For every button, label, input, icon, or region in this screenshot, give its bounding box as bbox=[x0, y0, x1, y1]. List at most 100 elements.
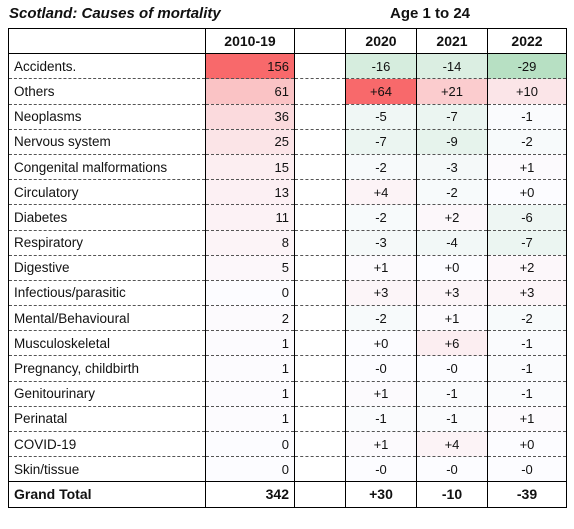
change-2022-cell: +0 bbox=[487, 179, 567, 206]
change-2021-cell: +2 bbox=[416, 204, 488, 231]
change-2022-cell: -0 bbox=[487, 456, 567, 483]
table-row: Mental/Behavioural 2 -2 +1 -2 bbox=[8, 305, 567, 332]
cause-cell: Infectious/parasitic bbox=[8, 280, 206, 307]
change-2020-cell: +0 bbox=[345, 330, 417, 357]
table-row: Infectious/parasitic 0 +3 +3 +3 bbox=[8, 280, 567, 307]
baseline-cell: 5 bbox=[205, 255, 295, 281]
change-2020-cell: -3 bbox=[345, 230, 417, 256]
baseline-cell: 11 bbox=[205, 204, 295, 231]
gap-cell bbox=[294, 330, 346, 357]
gap-cell bbox=[294, 456, 346, 483]
grand-total-row: Grand Total 342 +30 -10 -39 bbox=[8, 481, 567, 508]
total-baseline: 342 bbox=[205, 481, 295, 508]
col-header-baseline: 2010-19 bbox=[205, 27, 295, 55]
gap-cell bbox=[294, 129, 346, 155]
gap-cell bbox=[294, 381, 346, 407]
baseline-cell: 8 bbox=[205, 230, 295, 256]
change-2022-cell: -1 bbox=[487, 381, 567, 407]
sheet-header: Scotland: Causes of mortality Age 1 to 2… bbox=[0, 0, 574, 28]
cause-cell: Nervous system bbox=[8, 129, 206, 155]
sheet-subtitle: Age 1 to 24 bbox=[390, 5, 471, 22]
baseline-cell: 1 bbox=[205, 381, 295, 407]
change-2020-cell: -0 bbox=[345, 355, 417, 382]
change-2021-cell: -2 bbox=[416, 179, 488, 206]
change-2022-cell: -6 bbox=[487, 204, 567, 231]
change-2021-cell: -1 bbox=[416, 406, 488, 433]
change-2020-cell: -0 bbox=[345, 456, 417, 483]
baseline-cell: 2 bbox=[205, 305, 295, 332]
baseline-cell: 0 bbox=[205, 456, 295, 483]
change-2021-cell: -7 bbox=[416, 104, 488, 130]
baseline-cell: 13 bbox=[205, 179, 295, 206]
gap-cell bbox=[294, 481, 346, 508]
table-row: Others 61 +64 +21 +10 bbox=[8, 78, 567, 105]
col-header-gap bbox=[294, 27, 346, 55]
table-row: Respiratory 8 -3 -4 -7 bbox=[8, 230, 567, 256]
change-2022-cell: +2 bbox=[487, 255, 567, 281]
change-2021-cell: -0 bbox=[416, 355, 488, 382]
change-2020-cell: -2 bbox=[345, 154, 417, 181]
table-row: Pregnancy, childbirth 1 -0 -0 -1 bbox=[8, 355, 567, 382]
cause-cell: Respiratory bbox=[8, 230, 206, 256]
change-2022-cell: -1 bbox=[487, 355, 567, 382]
change-2021-cell: -3 bbox=[416, 154, 488, 181]
cause-cell: Congenital malformations bbox=[8, 154, 206, 181]
change-2020-cell: -1 bbox=[345, 406, 417, 433]
change-2022-cell: -1 bbox=[487, 104, 567, 130]
gap-cell bbox=[294, 406, 346, 433]
change-2021-cell: -1 bbox=[416, 381, 488, 407]
cause-cell: Genitourinary bbox=[8, 381, 206, 407]
change-2022-cell: -7 bbox=[487, 230, 567, 256]
change-2022-cell: +10 bbox=[487, 78, 567, 105]
table-body: Accidents. 156 -16 -14 -29 Others 61 +64 +21 +10 N… bbox=[8, 53, 567, 483]
gap-cell bbox=[294, 431, 346, 458]
baseline-cell: 0 bbox=[205, 280, 295, 307]
baseline-cell: 25 bbox=[205, 129, 295, 155]
table-row: Musculoskeletal 1 +0 +6 -1 bbox=[8, 330, 567, 357]
change-2020-cell: -2 bbox=[345, 204, 417, 231]
mortality-table: 2010-19 2020 2021 2022 Accidents. 156 -16-… bbox=[8, 27, 567, 508]
change-2020-cell: -5 bbox=[345, 104, 417, 130]
col-header-2020: 2020 bbox=[345, 27, 417, 55]
table-row: Skin/tissue 0 -0 -0 -0 bbox=[8, 456, 567, 483]
gap-cell bbox=[294, 154, 346, 181]
change-2020-cell: +64 bbox=[345, 78, 417, 105]
table-row: Nervous system 25 -7 -9 -2 bbox=[8, 129, 567, 155]
table-row: Genitourinary 1 +1 -1 -1 bbox=[8, 381, 567, 407]
gap-cell bbox=[294, 53, 346, 80]
change-2021-cell: +1 bbox=[416, 305, 488, 332]
sheet-title: Scotland: Causes of mortality bbox=[9, 5, 221, 22]
change-2022-cell: +1 bbox=[487, 406, 567, 433]
cause-cell: Circulatory bbox=[8, 179, 206, 206]
total-2020: +30 bbox=[345, 481, 417, 508]
header-row: 2010-19 2020 2021 2022 bbox=[8, 27, 567, 55]
change-2020-cell: -16 bbox=[345, 53, 417, 80]
cause-cell: Pregnancy, childbirth bbox=[8, 355, 206, 382]
cause-cell: Digestive bbox=[8, 255, 206, 281]
change-2021-cell: -9 bbox=[416, 129, 488, 155]
cause-cell: Skin/tissue bbox=[8, 456, 206, 483]
cause-cell: Mental/Behavioural bbox=[8, 305, 206, 332]
change-2020-cell: +1 bbox=[345, 381, 417, 407]
change-2021-cell: -14 bbox=[416, 53, 488, 80]
change-2020-cell: +1 bbox=[345, 255, 417, 281]
col-header-2021: 2021 bbox=[416, 27, 488, 55]
cause-cell: Musculoskeletal bbox=[8, 330, 206, 357]
cause-cell: Diabetes bbox=[8, 204, 206, 231]
col-header-cause bbox=[8, 27, 206, 55]
gap-cell bbox=[294, 305, 346, 332]
table-row: Accidents. 156 -16 -14 -29 bbox=[8, 53, 567, 80]
gap-cell bbox=[294, 104, 346, 130]
gap-cell bbox=[294, 280, 346, 307]
gap-cell bbox=[294, 78, 346, 105]
change-2022-cell: +0 bbox=[487, 431, 567, 458]
cause-cell: COVID-19 bbox=[8, 431, 206, 458]
change-2022-cell: -2 bbox=[487, 305, 567, 332]
baseline-cell: 15 bbox=[205, 154, 295, 181]
change-2021-cell: +0 bbox=[416, 255, 488, 281]
baseline-cell: 1 bbox=[205, 355, 295, 382]
table-row: Congenital malformations 15 -2 -3 +1 bbox=[8, 154, 567, 181]
total-2022: -39 bbox=[487, 481, 567, 508]
change-2022-cell: -2 bbox=[487, 129, 567, 155]
gap-cell bbox=[294, 204, 346, 231]
